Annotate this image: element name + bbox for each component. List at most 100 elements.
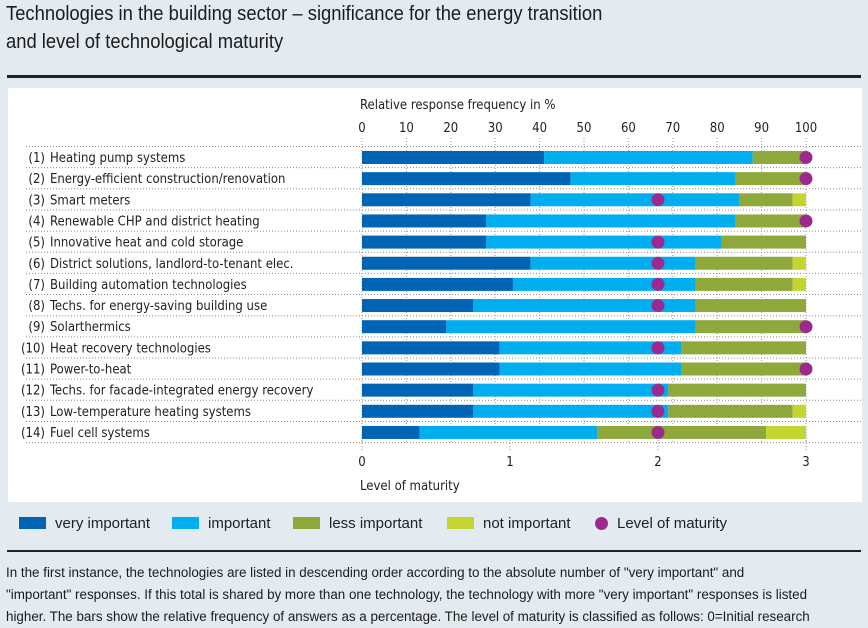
category-number: (11) [21,363,45,378]
x-bottom-tick-label: 1 [506,455,513,470]
legend-label: important [208,514,271,532]
bar-segment-important [499,341,682,355]
bar-segment-not-important [792,193,806,207]
bar-segment-very-important [362,214,487,228]
bar-segment-very-important [362,320,447,334]
bar-segment-very-important [362,235,487,249]
footnote-line: higher. The bars show the relative frequ… [6,609,810,624]
maturity-dot [651,235,665,249]
maturity-dots [651,151,813,439]
x-bottom-tick-label: 2 [654,455,661,470]
bar-segment-important [570,172,735,186]
bars [362,151,806,439]
x-axis-top-label: Relative response frequency in % [360,98,555,113]
category-label: Power-to-heat [50,363,132,378]
category-label: Smart meters [50,193,130,208]
category-number: (7) [28,278,45,293]
legend-swatch-not-important [447,517,474,529]
legend: very important important less important … [0,510,868,536]
maturity-dot [799,214,813,228]
category-label: District solutions, landlord-to-tenant e… [50,257,294,272]
bar-segment-less-important [668,404,793,418]
bar-segment-not-important [792,404,806,418]
legend-item-very-important: very important [19,510,150,536]
x-top-tick-label: 0 [358,121,365,136]
bar-segment-important [544,151,753,164]
bar-segment-important [486,235,722,249]
legend-label: very important [55,514,151,532]
x-top-tick-label: 100 [795,121,817,136]
bar-segment-very-important [362,256,531,270]
legend-swatch-less-important [293,517,320,529]
maturity-dot [651,404,665,418]
x-axis-top-ticks: 0 10 20 30 40 50 60 70 80 90 100 [358,121,817,136]
chart-title: Technologies in the building sector – si… [6,0,788,56]
bar-segment-less-important [695,277,793,291]
category-label: Innovative heat and cold storage [50,236,243,251]
legend-item-important: important [172,510,271,536]
x-bottom-tick-label: 3 [802,455,809,470]
bar-segment-less-important [597,425,767,439]
category-number: (3) [28,193,45,208]
maturity-dot [651,425,665,439]
bar-segment-important [419,425,598,439]
bar-segment-important [530,193,740,207]
bar-segment-very-important [362,341,500,355]
bar-segment-very-important [362,425,420,439]
category-labels: (1) Heating pump systems (2) Energy-efficie… [21,151,313,441]
title-line-2: and level of technological maturity [6,31,284,53]
maturity-dot [651,341,665,355]
x-top-tick-label: 30 [488,121,503,136]
bar-segment-not-important [792,256,806,270]
category-number: (2) [28,172,45,187]
bar-segment-less-important [752,151,806,164]
title-line-1: Technologies in the building sector – si… [6,3,603,25]
category-label: Heat recovery technologies [50,341,211,356]
bar-segment-less-important [721,235,806,249]
category-label: Solarthermics [50,320,131,335]
bar-segment-very-important [362,151,545,164]
footnote-line: "important" responses. If this total is … [6,587,808,602]
bar-segment-very-important [362,404,473,418]
maturity-dot [799,320,813,334]
bar-segment-less-important [681,362,806,376]
category-number: (1) [28,151,45,166]
category-number: (12) [21,384,45,399]
bar-segment-less-important [739,193,793,207]
bar-segment-important [512,277,695,291]
bar-segment-very-important [362,383,473,397]
category-label: Energy-efficient construction/renovation [50,172,285,187]
bar-segment-important [473,404,669,418]
legend-item-maturity: Level of maturity [595,510,727,536]
x-bottom-tick-label: 0 [358,455,365,470]
category-label: Renewable CHP and district heating [50,214,260,229]
maturity-dot [799,151,813,164]
category-label: Fuel cell systems [50,426,150,441]
maturity-dot [799,362,813,376]
bar-segment-very-important [362,172,571,186]
maturity-dot [651,256,665,270]
bottom-divider [7,550,861,552]
bar-segment-less-important [695,299,806,313]
maturity-dot [651,299,665,313]
legend-label: less important [329,514,423,532]
category-number: (13) [21,405,45,420]
legend-dot-maturity-icon [595,516,608,530]
x-top-tick-label: 10 [399,121,414,136]
x-top-tick-label: 80 [710,121,725,136]
x-axis-bottom-label: Level of maturity [360,479,460,494]
x-axis-bottom-ticks: 0 1 2 3 [358,455,809,470]
bar-segment-less-important [695,320,806,334]
bar-segment-important [499,362,682,376]
bar-segment-very-important [362,277,513,291]
x-top-tick-label: 50 [577,121,592,136]
bar-segment-important [473,299,695,313]
category-number: (14) [21,426,45,441]
x-top-tick-label: 40 [532,121,547,136]
grid-lines [26,138,862,450]
bar-segment-less-important [695,256,793,270]
legend-swatch-very-important [19,517,46,529]
legend-label: not important [483,514,571,532]
x-top-tick-label: 90 [754,121,769,136]
